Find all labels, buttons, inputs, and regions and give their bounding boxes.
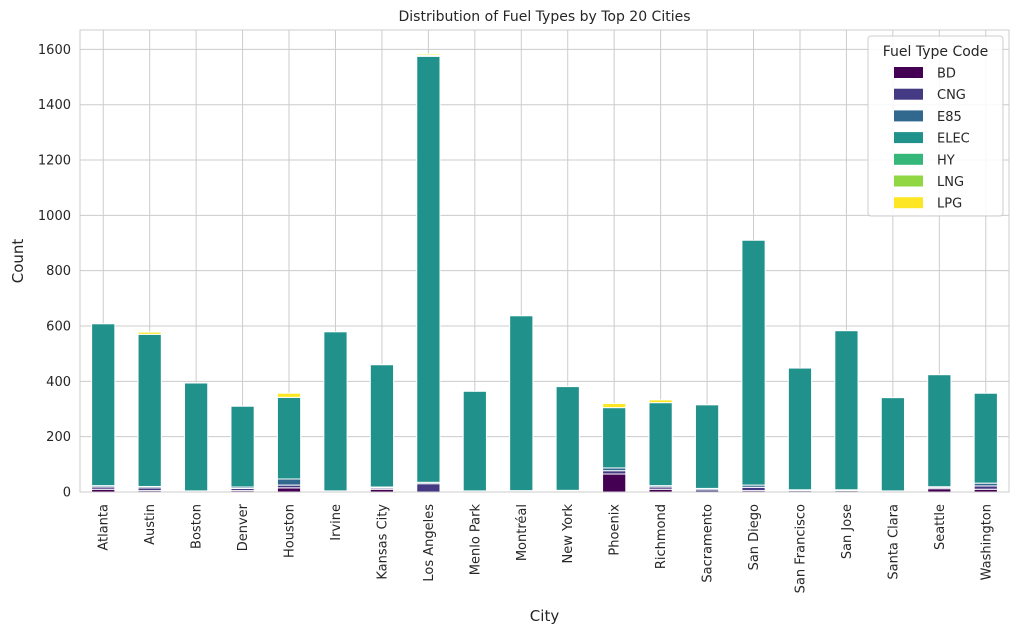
- plot-frame: [79, 29, 1010, 493]
- bar-segment: [230, 405, 255, 488]
- x-tick-label: Denver: [236, 503, 251, 551]
- legend-label: LNG: [937, 175, 964, 190]
- bar-segment: [787, 367, 813, 491]
- x-tick-label: San Jose: [840, 504, 855, 559]
- bar-segment: [834, 330, 859, 491]
- bar-segment: [276, 478, 302, 486]
- bar-segment: [462, 390, 487, 492]
- bar-segment: [880, 397, 905, 492]
- x-tick-label: Austin: [143, 504, 158, 545]
- bar-segment: [184, 382, 209, 492]
- chart-title: Distribution of Fuel Types by Top 20 Cit…: [399, 9, 691, 25]
- x-tick-label: New York: [561, 504, 576, 564]
- bar-segment: [694, 404, 720, 489]
- x-tick-label: Menlo Park: [468, 504, 483, 576]
- legend-label: HY: [937, 153, 955, 168]
- y-tick-label: 600: [46, 320, 71, 335]
- x-tick-label: Santa Clara: [886, 504, 901, 580]
- y-tick-label: 800: [46, 264, 71, 279]
- x-tick-label: Atlanta: [97, 504, 112, 551]
- x-tick-label: Seattle: [933, 504, 948, 550]
- legend-label: BD: [937, 67, 956, 82]
- x-tick-label: Kansas City: [375, 504, 390, 580]
- bar-segment: [276, 487, 302, 493]
- bar-segment: [416, 53, 441, 56]
- legend-swatch: [894, 197, 923, 209]
- bar-segment: [927, 374, 952, 488]
- x-tick-label: Sacramento: [701, 504, 716, 583]
- y-tick-label: 200: [46, 430, 71, 445]
- bar-segment: [741, 239, 766, 486]
- legend-swatch: [894, 175, 923, 187]
- x-tick-label: Richmond: [654, 504, 669, 569]
- legend: Fuel Type Code BD CNG E85 ELEC HY LNG LPG: [867, 35, 1004, 217]
- legend-swatch: [894, 110, 923, 122]
- x-axis-ticks: Atlanta Austin Boston Denver Houston Irvine Ka…: [97, 503, 995, 593]
- bar-segment: [648, 402, 673, 487]
- y-axis-ticks: 0 200 400 600 800 1000 1200 1400 1600: [38, 43, 71, 501]
- legend-title: Fuel Type Code: [883, 44, 989, 60]
- bar-segment: [648, 399, 673, 404]
- y-tick-label: 1200: [38, 154, 71, 169]
- x-tick-label: Montréal: [515, 504, 530, 561]
- y-tick-label: 1000: [38, 209, 71, 224]
- y-tick-label: 0: [63, 486, 71, 501]
- x-tick-label: Washington: [979, 504, 994, 580]
- bar-segment: [369, 364, 395, 488]
- legend-swatch: [894, 132, 923, 144]
- bar-segment: [602, 473, 627, 493]
- x-tick-label: Boston: [190, 504, 205, 549]
- x-axis-title: City: [530, 607, 560, 625]
- bar-segment: [509, 315, 534, 492]
- x-tick-label: Irvine: [329, 504, 344, 541]
- x-tick-label: Houston: [283, 504, 298, 558]
- legend-swatch: [894, 153, 923, 165]
- y-axis-title: Count: [9, 239, 27, 284]
- x-tick-label: San Diego: [747, 504, 762, 570]
- legend-swatch: [894, 67, 923, 78]
- legend-label: E85: [937, 110, 962, 125]
- legend-label: CNG: [937, 88, 966, 103]
- bar-segment: [416, 483, 441, 493]
- x-tick-label: Los Angeles: [422, 504, 437, 582]
- bar-segment: [137, 331, 162, 335]
- bar-segment: [555, 386, 580, 491]
- legend-label: LPG: [937, 197, 962, 212]
- bar-segment: [276, 392, 302, 398]
- x-tick-label: Phoenix: [608, 504, 623, 556]
- y-tick-label: 400: [46, 375, 71, 390]
- bar-segment: [973, 392, 998, 484]
- bar-segment: [91, 323, 116, 487]
- y-tick-label: 1400: [38, 98, 71, 113]
- bar-segment: [416, 55, 441, 483]
- bars: [91, 53, 998, 493]
- bar-segment: [602, 407, 627, 469]
- legend-swatch: [894, 88, 923, 100]
- bar-segment: [323, 331, 348, 492]
- legend-box: [867, 35, 1004, 217]
- bar-segment: [276, 396, 302, 480]
- legend-label: ELEC: [937, 132, 970, 147]
- bar-segment: [137, 333, 162, 487]
- x-tick-label: San Francisco: [793, 504, 808, 593]
- y-tick-label: 1600: [38, 43, 71, 58]
- bar-segment: [602, 402, 627, 409]
